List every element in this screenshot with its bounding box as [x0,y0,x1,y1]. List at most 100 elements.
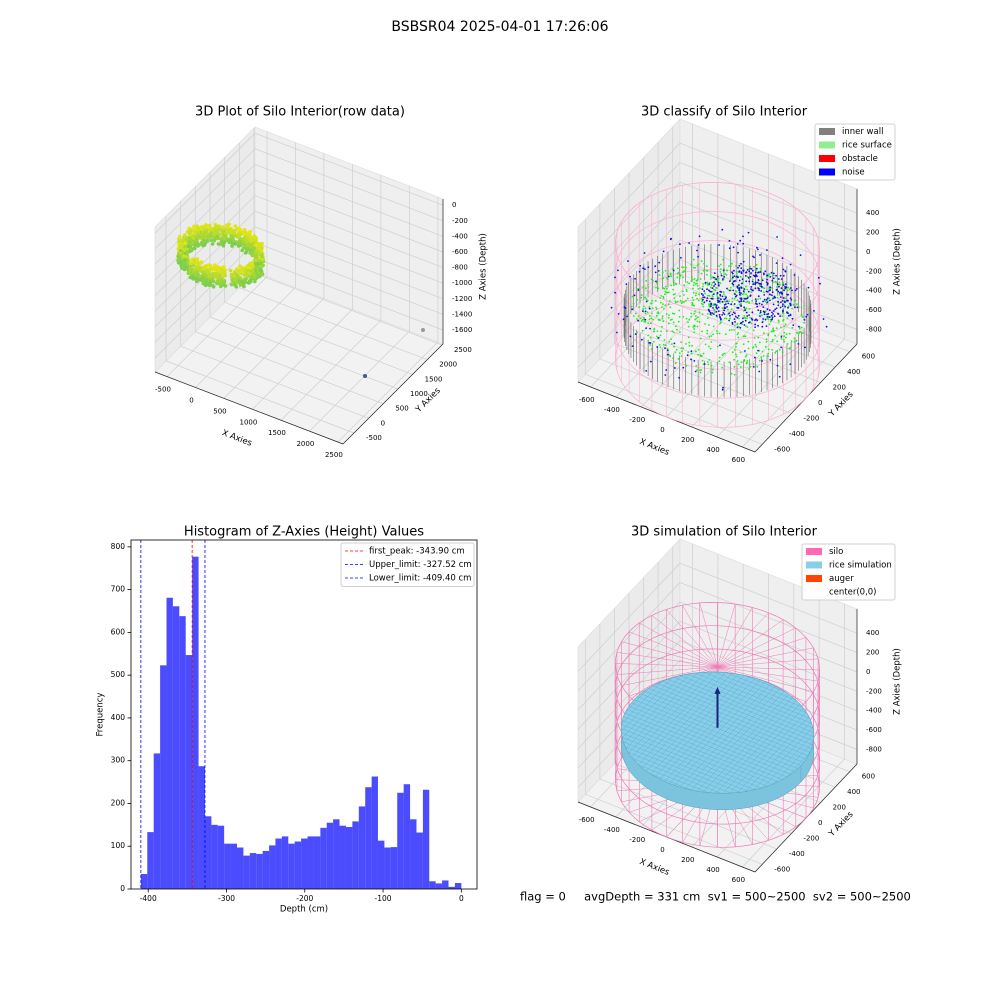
noise-point [784,283,787,285]
noise-point [720,298,722,301]
point-cloud [247,274,252,279]
histogram-bar [339,825,346,889]
rice-point [697,299,700,302]
point-cloud [191,275,195,279]
rice-point [670,275,673,277]
noise-point [743,297,746,300]
noise-point [617,313,620,315]
grid-line [577,640,858,749]
rice-point [675,348,678,351]
rice-point [668,340,671,343]
noise-point [754,356,756,359]
rice-point [749,316,751,319]
rice-point [727,288,730,291]
rice-point [651,279,654,282]
rice-point [772,327,775,330]
rice-point [678,277,681,280]
legend-swatch [806,561,822,569]
noise-point [757,324,759,327]
rice-point [735,342,738,345]
noise-point [733,318,736,320]
grid-line [584,219,763,445]
rice-point [696,325,699,328]
noise-point [706,297,709,299]
noise-point [706,288,708,291]
rice-point [745,285,747,288]
y-tick-label: 400 [111,713,126,722]
point-cloud [196,234,201,238]
point-cloud [211,235,216,239]
point-cloud [228,238,232,243]
rice-point [697,316,699,319]
rice-point [696,278,699,280]
rice-point [682,266,685,269]
rice-point [706,332,709,335]
noise-point [763,294,766,296]
noise-point [756,319,759,322]
noise-point [758,302,761,305]
point-cloud [221,236,226,240]
rice-point [708,358,711,361]
histogram-bar [249,853,257,889]
rice-point [796,331,798,334]
figure-title: BSBSR04 2025-04-01 17:26:06 [391,19,608,35]
point-cloud [258,259,262,263]
rice-point [702,352,705,355]
noise-point [722,269,725,272]
rice-point [784,323,787,326]
noise-point [756,246,758,249]
histogram-bar [384,847,391,889]
rice-point [758,359,761,362]
rice-point [787,305,790,308]
noise-point [740,262,742,265]
rice-point [701,313,704,315]
noise-point [734,280,736,282]
histogram-bar [153,753,161,889]
noise-point [738,284,740,286]
rice-point [661,325,663,328]
noise-point [761,279,764,282]
histogram-bar [243,855,250,889]
x-tick-label: 1500 [268,429,286,437]
point-cloud [209,238,213,242]
point-cloud [191,263,196,268]
noise-point [752,366,755,368]
histogram-bar [230,843,237,889]
rice-mesh [662,680,814,742]
rice-point [710,335,713,337]
rice-point [649,315,651,317]
rice-point [740,302,742,305]
rice-point [745,354,748,356]
x-tick-label: -400 [604,826,620,834]
histogram-bar [281,836,289,889]
noise-point [780,278,783,280]
histogram-bar [262,850,270,889]
noise-point [722,312,725,314]
noise-point [743,288,746,290]
rice-point [755,345,758,348]
rice-point [664,269,667,272]
noise-point [775,307,778,310]
noise-point [771,279,774,282]
point-cloud [259,268,263,273]
noise-point [751,311,754,314]
rice-point [684,269,687,272]
noise-point [648,307,651,310]
rice-mesh [690,691,785,791]
rice-point [767,355,769,358]
noise-point [780,301,782,304]
noise-point [734,293,736,296]
rice-mesh [673,677,814,733]
noise-point [610,306,613,309]
rice-mesh [703,672,807,713]
noise-point [766,297,769,300]
noise-point [723,309,726,312]
z-tick-label: 0 [866,668,870,676]
rice-point [690,280,693,283]
noise-point [717,281,720,284]
rice-point [752,346,755,348]
rice-point [701,359,704,362]
noise-point [738,264,741,267]
rice-point [656,335,658,338]
rice-point [719,302,721,304]
